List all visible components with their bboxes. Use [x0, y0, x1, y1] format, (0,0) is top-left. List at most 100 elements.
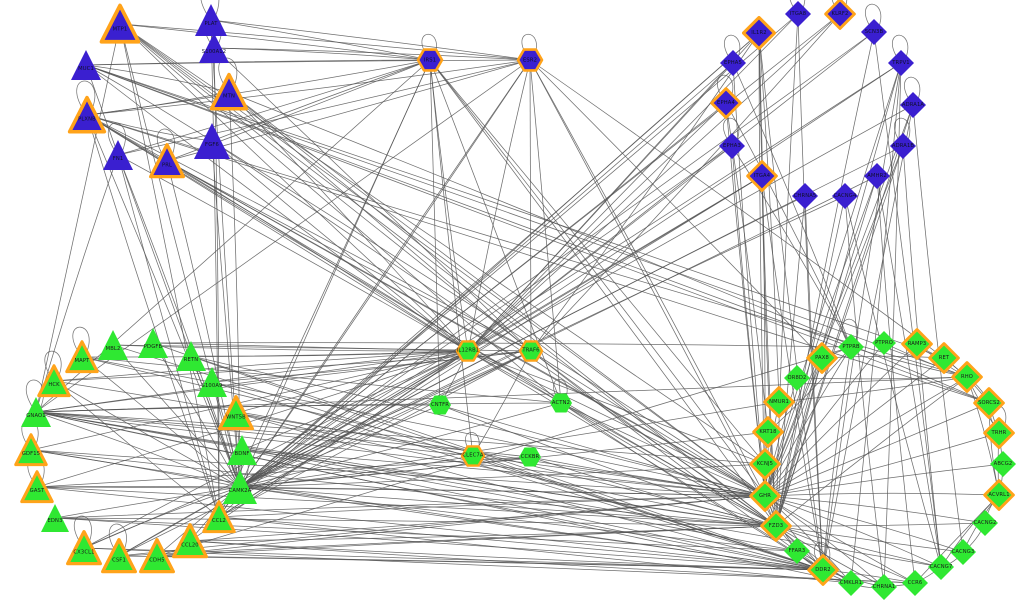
graph-node-prl[interactable]: PRL [149, 143, 186, 180]
graph-node-trpv1[interactable]: TRPV1 [888, 50, 914, 76]
graph-edge [764, 495, 942, 568]
graph-edge [117, 59, 531, 156]
graph-edge [235, 412, 777, 527]
graph-edge [210, 19, 431, 61]
graph-node-plat[interactable]: PLAT [195, 4, 227, 36]
graph-node-sorcs2[interactable]: SORCS2 [973, 387, 1005, 419]
graph-edge [239, 350, 532, 488]
graph-node-amhr2[interactable]: AMHR2 [864, 163, 890, 189]
graph-node-bdnf[interactable]: BDNF [227, 435, 257, 465]
graph-node-adra1b[interactable]: ADRA1B [890, 133, 916, 159]
graph-node-irs1[interactable]: IRS1 [415, 45, 444, 74]
graph-node-ffar3[interactable]: FFAR3 [784, 538, 810, 564]
graph-self-loop [790, 0, 805, 12]
graph-node-il12rb1[interactable]: IL12RB1 [455, 338, 482, 365]
graph-node-ghr[interactable]: GHR [749, 480, 781, 512]
graph-node-chrna1[interactable]: CHRNA1 [871, 574, 897, 600]
graph-edge [239, 145, 733, 488]
graph-edge [152, 342, 824, 571]
graph-node-kcnj5[interactable]: KCNJ5 [749, 448, 781, 480]
graph-edge [86, 59, 531, 116]
graph-node-mbl2[interactable]: MBL2 [98, 330, 128, 360]
graph-node-actn2[interactable]: ACTN2 [550, 392, 572, 414]
graph-node-s100a12[interactable]: S100A12 [199, 33, 229, 63]
graph-node-mtp1[interactable]: MTP1 [99, 3, 141, 44]
graph-node-camk2a[interactable]: CAMK2A [223, 470, 257, 504]
graph-node-s100a9[interactable]: S100A9 [197, 367, 227, 397]
graph-edge [822, 346, 852, 571]
graph-edge [228, 91, 532, 352]
graph-node-edn3[interactable]: EDN3 [41, 504, 69, 532]
graph-node-acvrl1[interactable]: ACVRL1 [983, 479, 1015, 511]
graph-node-trhr[interactable]: TRHR [983, 417, 1015, 449]
graph-edge [804, 195, 824, 571]
graph-node-gast[interactable]: GAST [20, 470, 54, 504]
graph-node-clec7a[interactable]: CLEC7A [460, 443, 487, 470]
graph-edge [156, 555, 824, 571]
graph-node-cacng4[interactable]: CACNG4 [832, 183, 858, 209]
graph-node-ddr2[interactable]: DDR2 [807, 554, 839, 586]
graph-self-loop [832, 0, 847, 12]
graph-node-cdh5[interactable]: CDH5 [139, 538, 176, 575]
graph-edge [85, 64, 990, 404]
graph-node-abcg2[interactable]: ABCG2 [990, 451, 1016, 477]
graph-node-fn1[interactable]: FN1 [103, 140, 133, 170]
graph-self-loop [74, 515, 92, 546]
graph-node-il1r2[interactable]: IL1R2 [741, 15, 777, 51]
graph-node-cx3cl1[interactable]: CX3CL1 [66, 530, 103, 567]
graph-node-muc1[interactable]: MUC1 [71, 50, 101, 80]
graph-edge [35, 411, 798, 552]
graph-node-epha4[interactable]: EPHA4 [710, 87, 742, 119]
graph-node-fgf6[interactable]: FGF6 [194, 123, 230, 159]
graph-node-cmklr1[interactable]: CMKLR1 [838, 570, 864, 596]
graph-node-traf6[interactable]: TRAF6 [518, 338, 545, 365]
graph-node-ccr6[interactable]: CCR6 [902, 570, 928, 596]
graph-node-adra1a[interactable]: ADRA1A [900, 92, 926, 118]
graph-node-klrf2[interactable]: KLRF2 [824, 0, 856, 30]
graph-edge [764, 495, 964, 553]
graph-node-hck[interactable]: HCK [37, 364, 71, 398]
graph-edge [85, 64, 852, 348]
graph-node-ccl20[interactable]: CCL20 [172, 523, 209, 560]
graph-node-itga4[interactable]: ITGA4 [746, 160, 778, 192]
graph-self-loop [814, 541, 831, 568]
graph-edge [30, 449, 777, 527]
graph-edge [85, 64, 230, 93]
graph-node-scn3b[interactable]: SCN3B [861, 19, 887, 45]
graph-node-nmur1[interactable]: NMUR1 [763, 386, 795, 418]
graph-self-loop [200, 0, 220, 18]
graph-edge [228, 91, 469, 352]
graph-node-gnao1[interactable]: GNAO1 [21, 397, 51, 427]
graph-node-plxnb[interactable]: PLXNB [67, 95, 107, 134]
graph-node-csf1[interactable]: CSF1 [101, 538, 138, 575]
graph-node-epha3[interactable]: EPHA3 [719, 133, 745, 159]
graph-node-pax8[interactable]: PAX8 [806, 342, 838, 374]
graph-node-cacng2[interactable]: CACNG2 [972, 510, 998, 536]
graph-edge [883, 62, 902, 588]
graph-node-cntfr[interactable]: CNTFR [429, 394, 451, 416]
graph-edge [86, 114, 469, 352]
graph-self-loop [553, 378, 568, 401]
graph-node-gdf15[interactable]: GDF15 [14, 433, 48, 467]
graph-edge [211, 140, 241, 488]
graph-node-epha5[interactable]: EPHA5 [720, 50, 746, 76]
graph-node-chrna5[interactable]: CHRNA5 [792, 183, 818, 209]
graph-edge [239, 62, 734, 488]
graph-edge [560, 402, 766, 497]
graph-edge [35, 411, 942, 568]
graph-node-wnt5b[interactable]: WNT5B [218, 395, 255, 432]
graph-node-ptprb[interactable]: PTPRB [838, 334, 864, 360]
graph-edge [529, 59, 777, 527]
graph-node-krt18[interactable]: KRT18 [752, 416, 784, 448]
graph-edge [775, 525, 942, 568]
graph-node-cckbr[interactable]: CCKBR [519, 446, 541, 468]
graph-node-mtn[interactable]: MTN [209, 72, 249, 111]
graph-node-ptpro[interactable]: PTPRO [872, 331, 896, 355]
graph-node-esr2[interactable]: ESR2 [515, 45, 544, 74]
graph-edge [467, 62, 734, 352]
graph-edge [429, 59, 766, 497]
graph-node-pdgfb[interactable]: PDGFB [138, 328, 168, 358]
graph-node-itga8[interactable]: ITGA8 [785, 1, 811, 27]
graph-node-cacng7[interactable]: CACNG7 [928, 554, 954, 580]
